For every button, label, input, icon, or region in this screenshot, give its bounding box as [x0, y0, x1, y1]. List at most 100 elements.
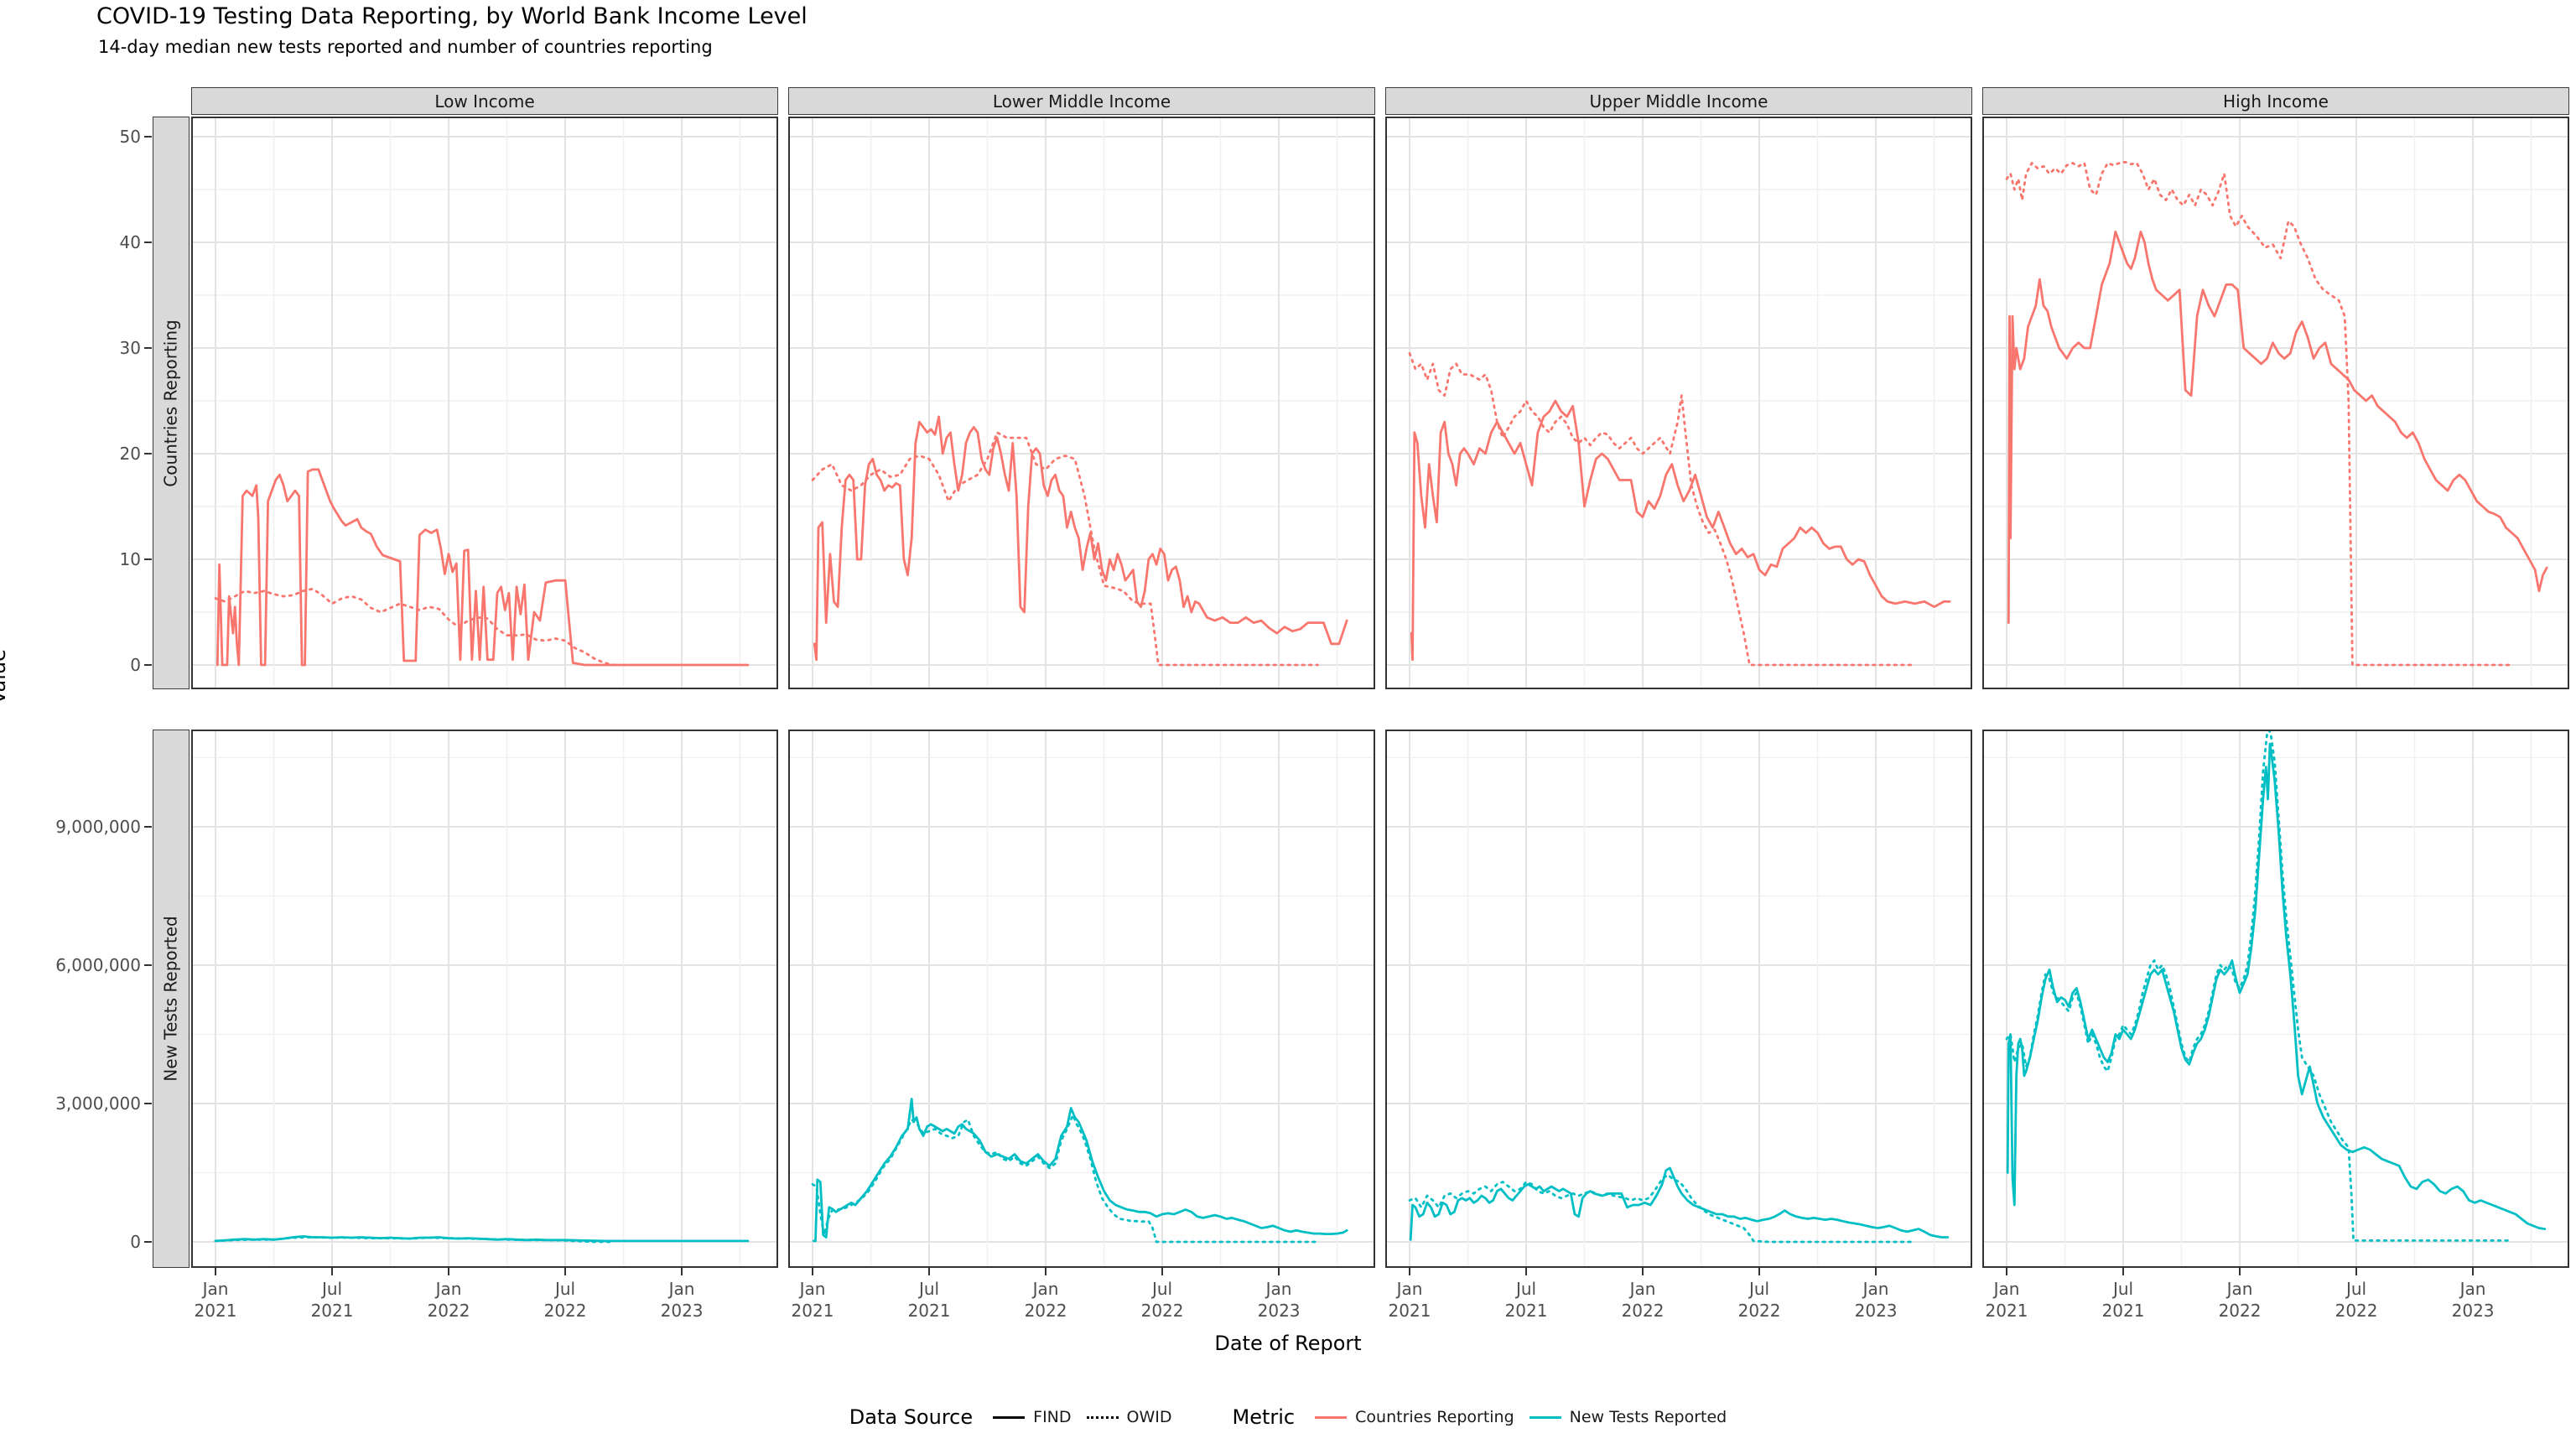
legend-title-metric: Metric [1232, 1405, 1296, 1429]
facet-header-lower-middle-income: Lower Middle Income [788, 87, 1375, 115]
facet-header-upper-middle-income: Upper Middle Income [1385, 87, 1972, 115]
x-tick-mark [2355, 1268, 2358, 1275]
y-tick-mark [144, 1103, 152, 1104]
y-tick-label: 10 [119, 549, 141, 569]
x-tick-label: Jan 2023 [1854, 1279, 1898, 1321]
y-tick-label: 9,000,000 [55, 817, 141, 837]
x-axis-label: Date of Report [1214, 1332, 1362, 1355]
x-tick-label: Jan 2021 [1388, 1279, 1431, 1321]
x-tick-mark [1758, 1268, 1761, 1275]
y-tick-label: 40 [119, 232, 141, 252]
x-tick-label: Jan 2023 [660, 1279, 704, 1321]
x-tick-mark [2239, 1268, 2241, 1275]
panel-new-tests-reported-1 [788, 730, 1375, 1268]
x-tick-mark [1642, 1268, 1644, 1275]
y-tick-mark [144, 136, 152, 138]
x-tick-mark [1278, 1268, 1280, 1275]
panel-new-tests-reported-0 [191, 730, 778, 1268]
y-tick-label: 30 [119, 338, 141, 358]
facet-row-strip-countries-reporting: Countries Reporting [153, 117, 190, 689]
x-tick-label: Jan 2022 [1621, 1279, 1665, 1321]
chart-title: COVID-19 Testing Data Reporting, by Worl… [96, 3, 808, 29]
series-find-line [216, 468, 750, 667]
x-tick-mark [1875, 1268, 1877, 1275]
x-tick-mark [812, 1268, 813, 1275]
x-tick-label: Jul 2022 [1140, 1279, 1184, 1321]
y-tick-label: 0 [130, 655, 141, 675]
x-tick-label: Jul 2022 [543, 1279, 587, 1321]
red-line-key-icon [1315, 1415, 1348, 1419]
legend: Data Source FIND OWID Metric Countries R… [0, 1405, 2576, 1429]
y-tick-mark [144, 242, 152, 243]
x-tick-mark [1409, 1268, 1410, 1275]
x-tick-label: Jan 2022 [427, 1279, 470, 1321]
panel-countries-reporting-1 [788, 117, 1375, 689]
facet-header-high-income: High Income [1982, 87, 2569, 115]
series-find-line [1410, 399, 1951, 662]
facet-header-low-income: Low Income [191, 87, 778, 115]
y-tick-mark [144, 453, 152, 454]
y-tick-mark [144, 1241, 152, 1243]
x-tick-label: Jul 2021 [907, 1279, 951, 1321]
series-owid-line [811, 431, 1319, 667]
x-tick-mark [2472, 1268, 2475, 1275]
panel-new-tests-reported-2 [1385, 730, 1972, 1268]
series-owid-line [2005, 160, 2516, 667]
x-tick-label: Jul 2022 [1737, 1279, 1781, 1321]
x-tick-mark [1045, 1268, 1047, 1275]
teal-line-key-icon [1529, 1415, 1561, 1419]
x-tick-mark [564, 1268, 567, 1275]
series-owid-line [214, 587, 615, 667]
x-tick-mark [2122, 1268, 2125, 1275]
x-tick-label: Jan 2023 [1257, 1279, 1301, 1321]
x-tick-label: Jan 2022 [1024, 1279, 1067, 1321]
y-tick-label: 0 [130, 1232, 141, 1252]
x-tick-label: Jul 2021 [2101, 1279, 2145, 1321]
panel-countries-reporting-2 [1385, 117, 1972, 689]
x-tick-label: Jan 2021 [791, 1279, 834, 1321]
y-tick-mark [144, 964, 152, 966]
x-tick-mark [215, 1268, 216, 1275]
series-find-line [1409, 1166, 1950, 1241]
x-tick-mark [2006, 1268, 2007, 1275]
y-tick-mark [144, 826, 152, 828]
y-tick-mark [144, 558, 152, 560]
y-tick-mark [144, 347, 152, 349]
y-tick-mark [144, 664, 152, 666]
x-tick-label: Jan 2021 [194, 1279, 237, 1321]
x-tick-mark [331, 1268, 334, 1275]
series-find-line [2006, 742, 2547, 1230]
x-tick-mark [448, 1268, 450, 1275]
x-tick-mark [928, 1268, 931, 1275]
facet-row-strip-new-tests-reported: New Tests Reported [153, 730, 190, 1268]
x-tick-label: Jul 2022 [2334, 1279, 2378, 1321]
series-find-line [813, 415, 1348, 662]
x-tick-label: Jan 2023 [2451, 1279, 2495, 1321]
x-tick-label: Jan 2022 [2218, 1279, 2262, 1321]
panel-countries-reporting-3 [1982, 117, 2569, 689]
legend-item-countries-reporting: Countries Reporting [1315, 1408, 1514, 1426]
legend-item-owid: OWID [1086, 1408, 1172, 1426]
series-owid-line [1408, 351, 1916, 667]
solid-line-key-icon [993, 1415, 1026, 1419]
x-tick-label: Jan 2021 [1985, 1279, 2028, 1321]
x-tick-mark [1161, 1268, 1164, 1275]
panel-new-tests-reported-3 [1982, 730, 2569, 1268]
legend-title-data-source: Data Source [849, 1405, 974, 1429]
legend-item-find: FIND [993, 1408, 1072, 1426]
x-tick-mark [1525, 1268, 1528, 1275]
y-tick-label: 3,000,000 [55, 1093, 141, 1114]
chart-subtitle: 14-day median new tests reported and num… [98, 37, 713, 57]
y-tick-label: 50 [119, 127, 141, 147]
y-tick-label: 20 [119, 444, 141, 464]
series-find-line [2007, 230, 2548, 624]
panel-countries-reporting-0 [191, 117, 778, 689]
legend-item-new-tests-reported: New Tests Reported [1529, 1408, 1727, 1426]
x-tick-mark [681, 1268, 683, 1275]
y-tick-label: 6,000,000 [55, 955, 141, 975]
dotted-line-key-icon [1086, 1415, 1119, 1419]
x-tick-label: Jul 2021 [1504, 1279, 1548, 1321]
series-owid-line [811, 1114, 1317, 1244]
x-tick-label: Jul 2021 [310, 1279, 354, 1321]
